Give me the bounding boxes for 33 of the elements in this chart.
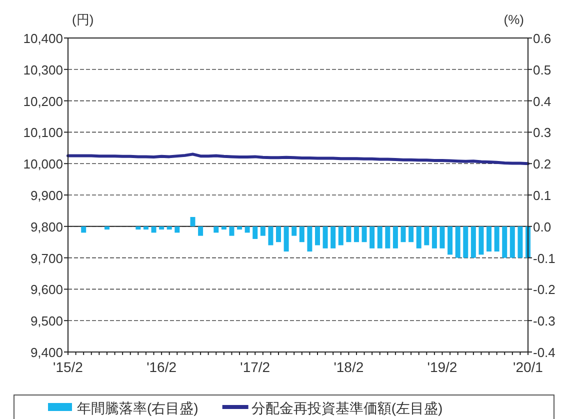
- y2-tick-label: 0.3: [533, 125, 552, 140]
- y-tick-label: 9,500: [30, 314, 63, 329]
- legend-label: 年間騰落率(右目盛): [77, 400, 198, 416]
- x-tick-label: '16/2: [146, 359, 177, 375]
- y-axis-title: (円): [72, 12, 94, 27]
- y-tick-label: 10,400: [23, 31, 63, 46]
- y-tick-label: 9,400: [30, 345, 63, 360]
- legend-label: 分配金再投資基準価額(左目盛): [251, 400, 443, 416]
- y2-tick-label: 0.6: [533, 31, 552, 46]
- y-tick-label: 9,800: [30, 219, 63, 234]
- y2-tick-label: -0.3: [533, 314, 556, 329]
- y-tick-label: 10,200: [23, 94, 63, 109]
- y-tick-label: 9,700: [30, 250, 63, 266]
- line-series: [66, 152, 530, 166]
- y-tick-label: 10,000: [23, 156, 63, 172]
- x-tick-label: '19/2: [427, 359, 458, 375]
- y2-axis-title: (%): [504, 12, 524, 27]
- x-tick-label: '17/2: [240, 359, 270, 375]
- x-tick-label: '15/2: [53, 359, 84, 375]
- x-tick-label: '18/2: [334, 359, 364, 375]
- x-tick-label: '20/1: [513, 359, 544, 375]
- y2-tick-label: 0.4: [533, 94, 552, 109]
- y-tick-label: 10,100: [23, 125, 63, 140]
- y2-tick-label: -0.1: [533, 250, 556, 266]
- y2-tick-label: 0.5: [533, 62, 552, 78]
- y2-tick-label: 0.2: [533, 156, 552, 172]
- y-tick-label: 10,300: [23, 62, 63, 78]
- y2-tick-label: 0.0: [533, 219, 552, 234]
- y2-tick-label: -0.4: [533, 345, 556, 360]
- y2-tick-label: 0.1: [533, 188, 552, 203]
- y2-tick-label: -0.2: [533, 282, 556, 298]
- y-tick-label: 9,900: [30, 188, 63, 203]
- y-tick-label: 9,600: [30, 282, 63, 298]
